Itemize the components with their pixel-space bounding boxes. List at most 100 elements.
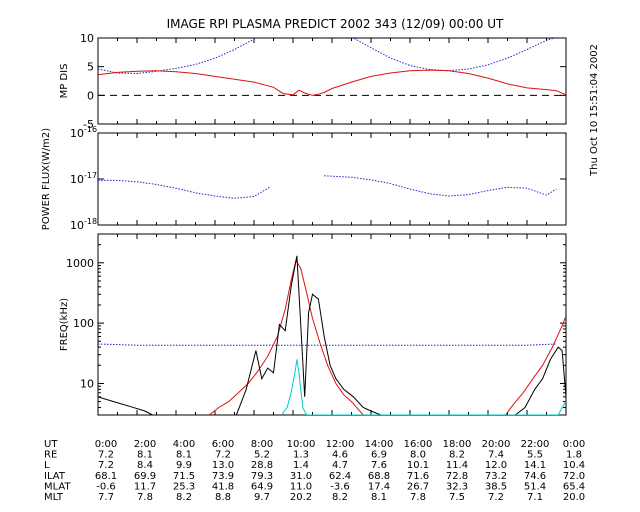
ephemeris-value: 10.4 xyxy=(563,460,585,471)
ephemeris-value: 8.0 xyxy=(410,450,426,461)
ephemeris-value: 32.3 xyxy=(446,481,468,492)
series-line-cyan xyxy=(280,359,566,415)
ephemeris-value: 7.1 xyxy=(527,492,543,503)
ephemeris-value: 74.6 xyxy=(524,471,546,482)
x-tick-label: 8:00 xyxy=(251,439,273,450)
y-tick-label: 10 xyxy=(80,32,94,45)
x-axis-labels: UT 0:00 2:00 4:00 6:00 8:00 10:00 12:00 14:00 16:… xyxy=(44,439,585,450)
ephemeris-value: 64.9 xyxy=(251,481,273,492)
ephemeris-value: 4.6 xyxy=(332,450,348,461)
y-axis-label: FREQ(kHz) xyxy=(59,298,70,351)
ephemeris-value: 5.5 xyxy=(527,450,543,461)
ephemeris-value: 1.3 xyxy=(293,450,309,461)
ephemeris-value: 51.4 xyxy=(524,481,546,492)
ephemeris-table: RE 7.2 8.1 8.1 7.2 5.2 1.3 4.6 6.9 8.0 8.2 7.4 5.5 1.… xyxy=(44,450,585,503)
ephemeris-value: 7.2 xyxy=(215,450,231,461)
ephemeris-value: 11.4 xyxy=(446,460,468,471)
ephemeris-value: 7.8 xyxy=(410,492,426,503)
ut-row-label: UT xyxy=(44,439,58,450)
x-tick-label: 0:00 xyxy=(563,439,585,450)
ephemeris-value: 8.1 xyxy=(371,492,387,503)
ephemeris-row-label: RE xyxy=(44,450,57,461)
ephemeris-value: 9.7 xyxy=(254,492,270,503)
ephemeris-value: 7.5 xyxy=(449,492,465,503)
series-line-blue xyxy=(98,343,557,346)
ephemeris-value: 7.2 xyxy=(98,460,114,471)
panel-frame xyxy=(97,233,567,416)
ephemeris-value: 31.0 xyxy=(290,471,312,482)
ephemeris-value: 11.7 xyxy=(134,481,156,492)
panel-power_flux: 10-16 10-17 10-18 POWER FLUX(W/m2) xyxy=(41,125,567,232)
ephemeris-value: 8.4 xyxy=(137,460,153,471)
ephemeris-value: 20.0 xyxy=(563,492,585,503)
x-tick-label: 14:00 xyxy=(365,439,394,450)
ephemeris-value: 69.9 xyxy=(134,471,156,482)
x-tick-label: 12:00 xyxy=(326,439,355,450)
x-tick-label: 10:00 xyxy=(287,439,316,450)
y-tick-label: 10 xyxy=(80,377,94,390)
ephemeris-value: 7.2 xyxy=(98,450,114,461)
ephemeris-value: 38.5 xyxy=(485,481,507,492)
ephemeris-value: 62.4 xyxy=(329,471,351,482)
ephemeris-value: 72.8 xyxy=(446,471,468,482)
y-tick-label: 100 xyxy=(73,317,94,330)
panel-frame xyxy=(97,132,567,226)
x-tick-label: 18:00 xyxy=(443,439,472,450)
panel-mp_distance: -5 0 5 10 MP DIS xyxy=(59,32,567,131)
ephemeris-value: 68.8 xyxy=(368,471,390,482)
ephemeris-value: 17.4 xyxy=(368,481,390,492)
y-tick-label: 10-17 xyxy=(70,171,97,186)
ephemeris-value: 14.1 xyxy=(524,460,546,471)
y-tick-label: 10-16 xyxy=(70,125,97,140)
series-line-blue xyxy=(98,175,557,199)
ephemeris-value: 72.0 xyxy=(563,471,585,482)
ephemeris-row-label: ILAT xyxy=(44,471,66,482)
ephemeris-value: -3.6 xyxy=(330,481,350,492)
ephemeris-value: 8.2 xyxy=(176,492,192,503)
ephemeris-value: 73.9 xyxy=(212,471,234,482)
series-line-red xyxy=(208,258,566,415)
ephemeris-value: 26.7 xyxy=(407,481,429,492)
series-line-black xyxy=(98,255,566,415)
ephemeris-value: 79.3 xyxy=(251,471,273,482)
ephemeris-value: 4.7 xyxy=(332,460,348,471)
panels-group: -5 0 5 10 MP DIS 10-16 10-17 10-18 POWER FLUX(W/… xyxy=(41,32,567,416)
ephemeris-value: 8.1 xyxy=(137,450,153,461)
ephemeris-value: 7.7 xyxy=(98,492,114,503)
x-tick-label: 16:00 xyxy=(404,439,433,450)
series-line-red xyxy=(98,69,566,96)
ephemeris-value: 7.8 xyxy=(137,492,153,503)
ephemeris-value: 8.2 xyxy=(449,450,465,461)
panel-frequency: 10 100 1000 FREQ(kHz) xyxy=(59,233,567,416)
ephemeris-value: 7.4 xyxy=(488,450,504,461)
ephemeris-value: 10.1 xyxy=(407,460,429,471)
ephemeris-value: 1.4 xyxy=(293,460,309,471)
y-tick-label: 0 xyxy=(87,89,94,102)
ephemeris-value: 8.8 xyxy=(215,492,231,503)
y-tick-label: 5 xyxy=(87,61,94,74)
ephemeris-value: 68.1 xyxy=(95,471,117,482)
ephemeris-value: 8.1 xyxy=(176,450,192,461)
ephemeris-row-label: MLAT xyxy=(44,481,71,492)
y-tick-label: 10-18 xyxy=(70,217,97,232)
ephemeris-value: 25.3 xyxy=(173,481,195,492)
plot-title: IMAGE RPI PLASMA PREDICT 2002 343 (12/09… xyxy=(167,17,504,31)
x-tick-label: 22:00 xyxy=(521,439,550,450)
x-tick-label: 2:00 xyxy=(134,439,156,450)
ephemeris-value: 12.0 xyxy=(485,460,507,471)
ephemeris-value: 71.6 xyxy=(407,471,429,482)
y-axis-label: MP DIS xyxy=(59,64,70,99)
x-tick-label: 0:00 xyxy=(95,439,117,450)
ephemeris-value: 11.0 xyxy=(290,481,312,492)
ephemeris-value: 6.9 xyxy=(371,450,387,461)
y-tick-label: 1000 xyxy=(66,257,94,270)
ephemeris-row-label: MLT xyxy=(44,492,64,503)
x-tick-label: 6:00 xyxy=(212,439,234,450)
x-tick-label: 20:00 xyxy=(482,439,511,450)
series-line-blue xyxy=(98,38,557,75)
ephemeris-value: 1.8 xyxy=(566,450,582,461)
ephemeris-value: 7.2 xyxy=(488,492,504,503)
ephemeris-value: 7.6 xyxy=(371,460,387,471)
ephemeris-value: 9.9 xyxy=(176,460,192,471)
